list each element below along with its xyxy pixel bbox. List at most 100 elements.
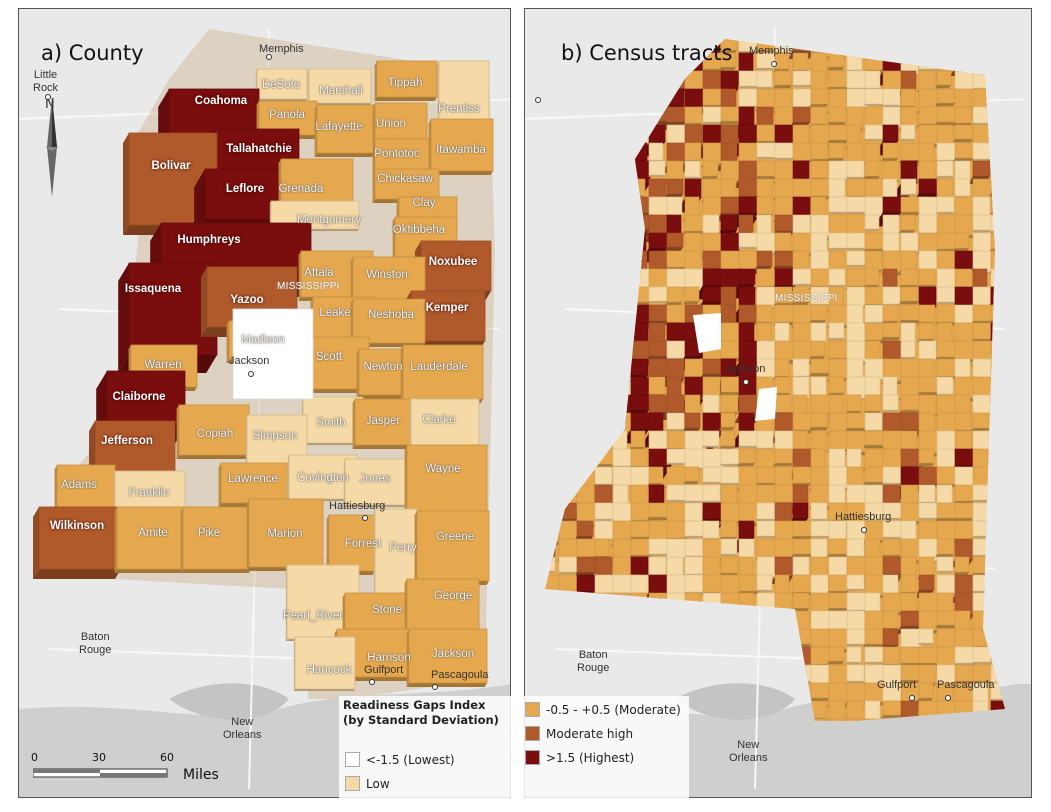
census-tract — [899, 286, 920, 305]
census-tract — [917, 268, 937, 289]
legend-item-moderate: -0.5 - +0.5 (Moderate) — [525, 702, 681, 717]
census-tract — [684, 448, 706, 470]
county-label-humphreys: Humphreys — [177, 234, 241, 246]
census-tract — [827, 70, 850, 91]
census-tract — [827, 106, 847, 126]
census-tract — [881, 322, 901, 341]
census-tract — [935, 502, 957, 522]
legend-item-highest: >1.5 (Highest) — [525, 750, 634, 765]
place-gulfport: Gulfport — [364, 664, 404, 676]
census-tract — [773, 286, 793, 307]
place-little-rock: Little Rock — [33, 69, 59, 94]
census-tract — [665, 430, 686, 452]
census-tract — [684, 160, 701, 179]
city-dot-pascagoula — [432, 684, 438, 690]
place-new-orleans-b: New Orleans — [729, 739, 768, 764]
census-tract — [881, 142, 899, 162]
census-tract — [846, 232, 868, 250]
legend-title: Readiness Gaps Index (by Standard Deviat… — [343, 698, 499, 727]
city-dot-gulfport — [369, 679, 375, 685]
county-label-simpson: Simpson — [252, 430, 298, 442]
county-label-attala: Attala — [304, 267, 334, 279]
census-tract — [666, 538, 687, 560]
county-label-clay: Clay — [412, 197, 436, 209]
census-tract — [846, 574, 865, 591]
census-tract — [864, 88, 884, 106]
census-tract — [828, 160, 848, 181]
census-tract — [792, 88, 812, 109]
census-tract — [863, 232, 886, 253]
census-tract — [719, 412, 736, 431]
place-hattiesburg: Hattiesburg — [329, 500, 386, 512]
census-tract — [827, 124, 851, 144]
census-tract — [702, 466, 722, 484]
census-tract — [684, 574, 706, 594]
census-tract — [846, 664, 865, 683]
census-tract — [719, 430, 736, 450]
census-tract — [809, 358, 833, 377]
county-label-marshall: Marshall — [319, 85, 363, 97]
census-tract — [900, 178, 917, 196]
census-tract — [809, 106, 827, 128]
county-label-franklin: Franklin — [128, 487, 170, 499]
census-tract — [773, 448, 794, 467]
place-memphis: Memphis — [259, 43, 304, 55]
census-tract — [594, 466, 613, 486]
census-tract — [954, 178, 971, 198]
census-tract — [881, 538, 901, 559]
census-tract — [828, 196, 848, 214]
census-tract — [719, 520, 738, 541]
census-tract — [917, 646, 941, 667]
north-arrow-letter: N — [45, 97, 55, 112]
census-tract — [935, 340, 958, 361]
county-label-chickasaw: Chickasaw — [377, 173, 433, 185]
census-tract — [882, 376, 898, 398]
county-label-lauderdale: Lauderdale — [410, 361, 468, 373]
county-label-lawrence: Lawrence — [228, 473, 278, 485]
census-tract — [828, 232, 850, 250]
census-tract — [864, 412, 883, 432]
census-tract — [792, 70, 812, 87]
census-tract — [864, 646, 885, 664]
census-tract — [918, 340, 937, 362]
county-label-kemper: Kemper — [425, 302, 469, 314]
county-label-harrison: Harrison — [367, 652, 411, 664]
county-label-scott: Scott — [315, 351, 343, 363]
census-tract — [791, 538, 815, 558]
census-tract — [971, 304, 994, 325]
census-tract — [827, 52, 845, 71]
census-tract — [665, 520, 689, 542]
city-dot-jackson — [248, 371, 254, 377]
census-tract — [936, 556, 954, 573]
city-dot-hattiesburg-b — [861, 527, 867, 533]
census-tract — [791, 520, 813, 540]
census-tract — [863, 160, 881, 180]
city-dot-hattiesburg — [362, 515, 368, 521]
county-label-bolivar: Bolivar — [151, 160, 191, 172]
census-tract — [648, 538, 668, 556]
census-tract — [881, 304, 899, 325]
county-label-winston: Winston — [366, 269, 408, 281]
census-tract — [719, 106, 742, 125]
census-tract — [629, 448, 649, 470]
census-tract — [720, 538, 738, 556]
census-tract — [846, 70, 867, 90]
census-tract — [935, 610, 959, 629]
scale-bar-graphic — [33, 768, 168, 778]
county-map — [19, 9, 510, 797]
census-tract — [683, 286, 700, 305]
county-label-coahoma: Coahoma — [194, 95, 248, 107]
census-tract — [845, 412, 868, 432]
census-tract — [810, 376, 827, 397]
north-arrow-icon — [45, 97, 59, 197]
census-tract — [846, 484, 867, 505]
census-tract — [648, 142, 664, 162]
county-label-pike: Pike — [197, 527, 221, 539]
census-tract — [594, 502, 614, 521]
census-tract — [935, 70, 952, 89]
county-hancock — [293, 636, 356, 691]
census-tract — [953, 412, 972, 434]
census-tract — [684, 484, 706, 503]
census-tract — [827, 574, 850, 595]
legend-swatch-lowest — [345, 752, 360, 767]
